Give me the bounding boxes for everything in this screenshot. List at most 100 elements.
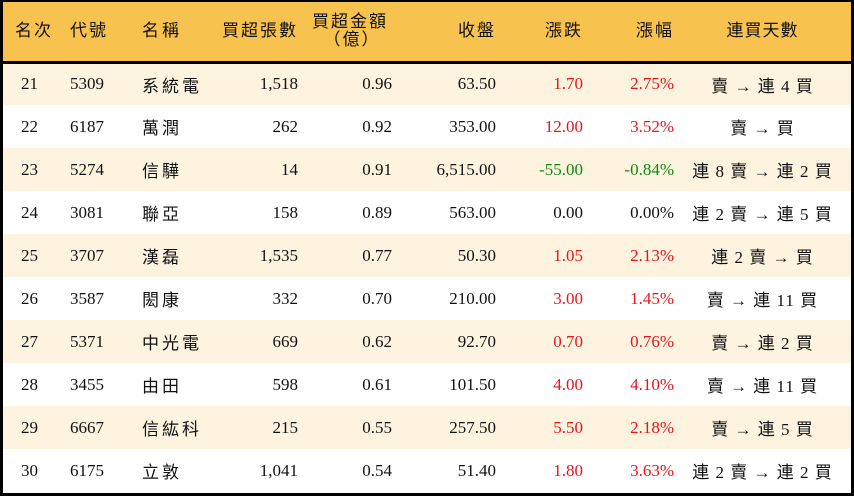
cell-change: 5.50	[553, 417, 583, 437]
cell-net-buy-lots: 158	[272, 202, 299, 222]
cell-name: 系統電	[142, 76, 202, 96]
cell-rank: 25	[21, 245, 38, 265]
cell-code: 6187	[70, 116, 104, 136]
cell-close: 6,515.00	[436, 159, 497, 179]
cell-net-buy-amount: 0.55	[362, 417, 392, 437]
cell-net-buy-amount: 0.96	[362, 74, 392, 94]
cell-rank: 24	[21, 202, 38, 222]
cell-net-buy-amount: 0.61	[362, 374, 392, 394]
header-net-buy-amount-line2: （億）	[323, 30, 381, 50]
cell-name: 信驊	[142, 162, 182, 181]
cell-change-pct: 4.10%	[630, 374, 674, 394]
cell-change: 4.00	[553, 374, 583, 394]
cell-consecutive-days: 連 8 賣 → 連 2 買	[692, 162, 833, 181]
cell-consecutive-days: 賣 → 連 11 買	[706, 377, 819, 396]
net-buy-ranking-table: 名次 代號 名稱 買超張數 買超金額 （億） 收盤 漲跌 漲幅 連買天數 21 …	[3, 2, 851, 492]
cell-code: 3455	[70, 374, 104, 394]
cell-rank: 27	[21, 331, 38, 351]
cell-name: 由田	[142, 377, 182, 396]
cell-consecutive-days: 賣 → 買	[730, 119, 795, 138]
cell-code: 5274	[70, 159, 104, 179]
cell-change: 0.00	[553, 202, 583, 222]
header-rank: 名次	[15, 21, 53, 41]
cell-close: 63.50	[457, 74, 496, 94]
cell-code: 3081	[70, 202, 104, 222]
cell-net-buy-amount: 0.77	[362, 245, 392, 265]
header-net-buy-amount: 買超金額 （億）	[298, 2, 392, 62]
table-row: 21 5309 系統電 1,518 0.96 63.50 1.70 2.75% …	[3, 62, 851, 105]
cell-net-buy-lots: 332	[272, 288, 299, 308]
cell-name: 聯亞	[142, 205, 182, 224]
table-row: 24 3081 聯亞 158 0.89 563.00 0.00 0.00% 連 …	[3, 191, 851, 234]
cell-net-buy-lots: 262	[272, 116, 299, 136]
cell-net-buy-lots: 1,535	[259, 245, 298, 265]
cell-close: 210.00	[449, 288, 496, 308]
cell-change-pct: 2.75%	[630, 74, 674, 94]
cell-name: 信紘科	[142, 420, 202, 439]
cell-change-pct: 1.45%	[630, 288, 674, 308]
cell-close: 51.40	[457, 460, 496, 480]
cell-change-pct: 2.13%	[630, 245, 674, 265]
table-row: 26 3587 閎康 332 0.70 210.00 3.00 1.45% 賣 …	[3, 277, 851, 320]
cell-rank: 29	[21, 417, 38, 437]
cell-rank: 23	[21, 159, 38, 179]
cell-rank: 21	[21, 74, 38, 94]
cell-net-buy-amount: 0.70	[362, 288, 392, 308]
cell-close: 101.50	[449, 374, 496, 394]
cell-rank: 30	[21, 460, 38, 480]
cell-consecutive-days: 賣 → 連 5 買	[711, 420, 814, 439]
cell-code: 3587	[70, 288, 104, 308]
header-net-buy-lots: 買超張數	[222, 21, 298, 41]
cell-close: 257.50	[449, 417, 496, 437]
cell-net-buy-amount: 0.62	[362, 331, 392, 351]
cell-net-buy-lots: 1,041	[259, 460, 298, 480]
cell-change: 12.00	[544, 116, 583, 136]
table-row: 29 6667 信紘科 215 0.55 257.50 5.50 2.18% 賣…	[3, 406, 851, 449]
cell-net-buy-lots: 598	[272, 374, 299, 394]
cell-close: 50.30	[457, 245, 496, 265]
header-row: 名次 代號 名稱 買超張數 買超金額 （億） 收盤 漲跌 漲幅 連買天數	[3, 2, 851, 62]
header-net-buy-amount-line1: 買超金額	[312, 12, 388, 32]
cell-net-buy-lots: 669	[272, 331, 299, 351]
cell-change: 1.70	[553, 74, 583, 94]
header-code: 代號	[70, 21, 108, 41]
cell-close: 563.00	[449, 202, 496, 222]
cell-change-pct: 2.18%	[630, 417, 674, 437]
cell-name: 中光電	[142, 334, 202, 353]
cell-consecutive-days: 連 2 賣 → 連 2 買	[692, 463, 833, 482]
header-change-pct: 漲幅	[636, 21, 674, 41]
cell-consecutive-days: 連 2 賣 → 買	[711, 248, 814, 267]
cell-net-buy-amount: 0.89	[362, 202, 392, 222]
table-header: 名次 代號 名稱 買超張數 買超金額 （億） 收盤 漲跌 漲幅 連買天數	[3, 2, 851, 62]
cell-net-buy-lots: 14	[281, 159, 298, 179]
cell-close: 92.70	[457, 331, 496, 351]
cell-code: 5309	[70, 74, 104, 94]
cell-consecutive-days: 賣 → 連 4 買	[711, 76, 814, 96]
header-consecutive-days: 連買天數	[726, 21, 799, 41]
cell-change: 1.05	[553, 245, 583, 265]
cell-code: 6667	[70, 417, 104, 437]
cell-code: 6175	[70, 460, 104, 480]
table-row: 23 5274 信驊 14 0.91 6,515.00 -55.00 -0.84…	[3, 148, 851, 191]
header-name: 名稱	[142, 21, 182, 41]
table-row: 30 6175 立敦 1,041 0.54 51.40 1.80 3.63% 連…	[3, 449, 851, 492]
cell-rank: 22	[21, 116, 38, 136]
table-row: 28 3455 由田 598 0.61 101.50 4.00 4.10% 賣 …	[3, 363, 851, 406]
cell-net-buy-amount: 0.92	[362, 116, 392, 136]
header-change: 漲跌	[545, 21, 583, 41]
cell-consecutive-days: 賣 → 連 11 買	[706, 291, 819, 310]
cell-close: 353.00	[449, 116, 496, 136]
cell-change-pct: 3.52%	[630, 116, 674, 136]
cell-change: 1.80	[553, 460, 583, 480]
table-row: 25 3707 漢磊 1,535 0.77 50.30 1.05 2.13% 連…	[3, 234, 851, 277]
cell-code: 5371	[70, 331, 104, 351]
cell-net-buy-lots: 1,518	[259, 74, 298, 94]
cell-rank: 28	[21, 374, 38, 394]
cell-consecutive-days: 賣 → 連 2 買	[711, 334, 814, 353]
cell-consecutive-days: 連 2 賣 → 連 5 買	[692, 205, 833, 224]
cell-change-pct: -0.84%	[624, 159, 674, 179]
cell-change-pct: 3.63%	[630, 460, 674, 480]
cell-name: 萬潤	[142, 119, 182, 138]
cell-net-buy-amount: 0.91	[362, 159, 392, 179]
